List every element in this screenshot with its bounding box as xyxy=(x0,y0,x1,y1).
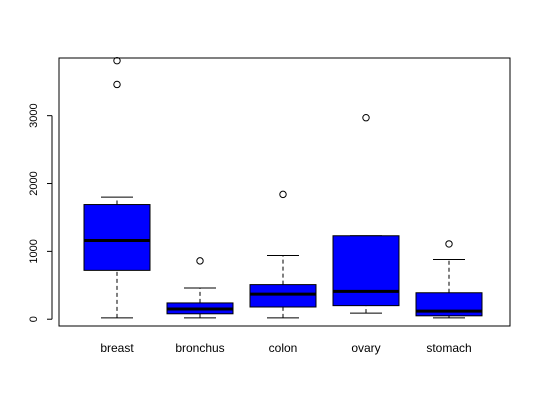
box-bronchus xyxy=(166,257,234,319)
x-tick-label-stomach: stomach xyxy=(426,341,471,355)
outlier-point xyxy=(445,240,453,248)
outlier-point xyxy=(362,114,370,122)
iqr-box xyxy=(83,204,151,271)
box-colon xyxy=(249,190,317,319)
box-breast xyxy=(83,57,151,319)
box-ovary xyxy=(332,114,400,314)
y-axis: 0 1000 2000 3000 xyxy=(28,103,53,322)
x-tick-label-bronchus: bronchus xyxy=(175,341,224,355)
x-tick-label-breast: breast xyxy=(100,341,134,355)
outlier-point xyxy=(279,190,287,199)
x-axis: breast bronchus colon ovary stomach xyxy=(100,341,471,355)
outlier-point xyxy=(113,80,121,89)
x-tick-label-colon: colon xyxy=(269,341,298,355)
box-stomach xyxy=(415,240,483,319)
y-tick-label: 0 xyxy=(28,316,40,322)
y-tick-label: 1000 xyxy=(28,239,40,263)
iqr-box xyxy=(332,235,400,307)
y-tick-label: 3000 xyxy=(28,103,40,127)
outlier-point xyxy=(196,257,204,265)
x-tick-label-ovary: ovary xyxy=(351,341,380,355)
outlier-point xyxy=(113,57,121,65)
boxes xyxy=(83,57,483,319)
plot-frame xyxy=(58,57,511,327)
y-tick-label: 2000 xyxy=(28,171,40,195)
iqr-box xyxy=(249,284,317,308)
